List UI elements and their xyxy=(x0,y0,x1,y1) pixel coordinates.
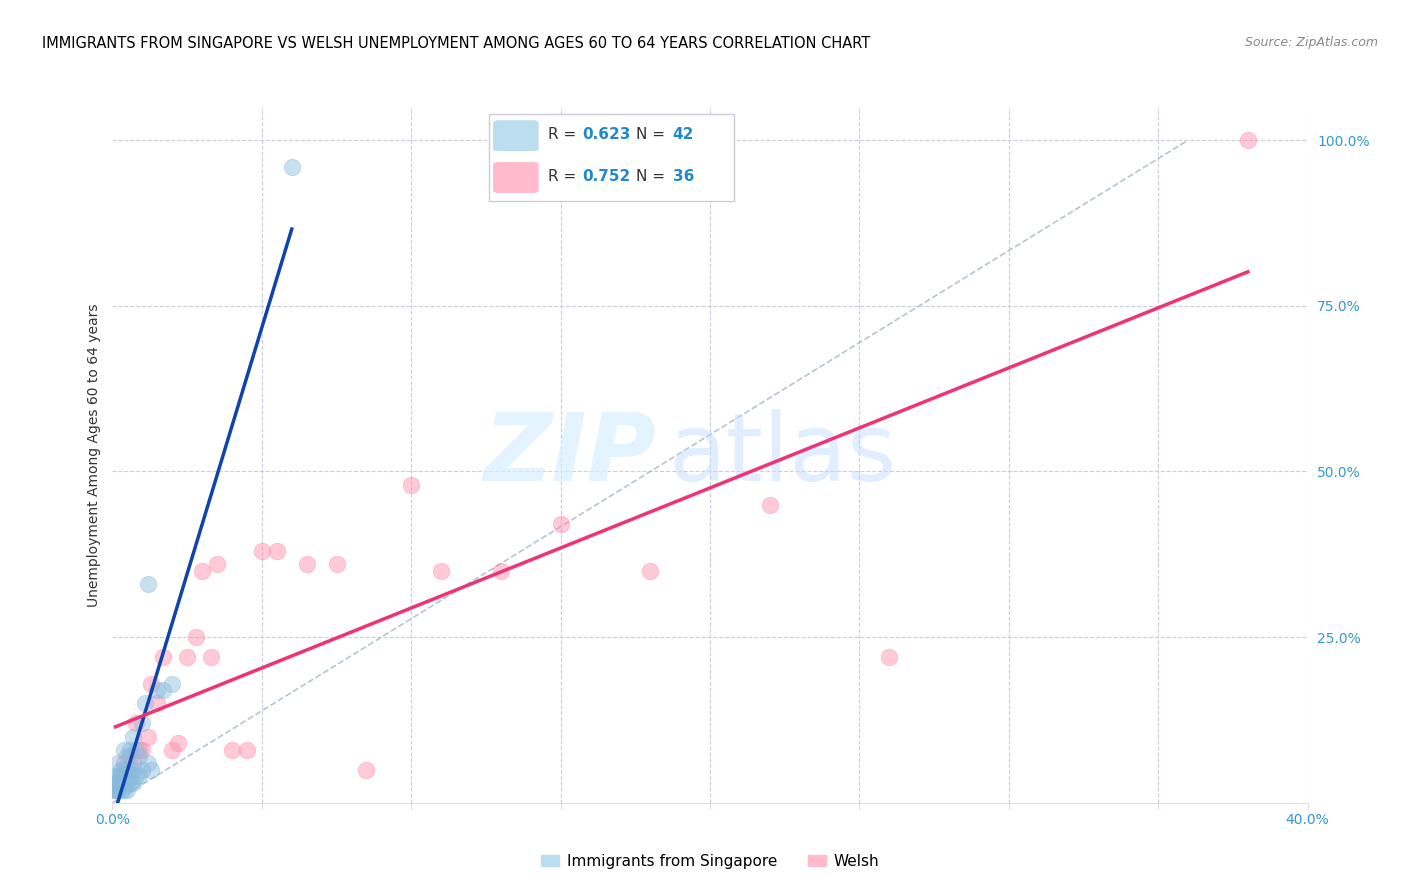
Point xyxy=(236,743,259,757)
Point xyxy=(114,782,135,797)
Point xyxy=(550,517,572,532)
Point xyxy=(191,564,214,578)
Point xyxy=(152,683,174,698)
Point xyxy=(104,782,127,797)
Point xyxy=(107,756,129,770)
Point xyxy=(266,544,288,558)
Point xyxy=(325,558,347,572)
Point xyxy=(131,716,153,731)
Point xyxy=(146,683,169,698)
Point xyxy=(122,776,145,790)
Point xyxy=(120,776,142,790)
Text: Source: ZipAtlas.com: Source: ZipAtlas.com xyxy=(1244,36,1378,49)
Point xyxy=(221,743,243,757)
Point xyxy=(176,650,198,665)
Point xyxy=(146,697,169,711)
Point xyxy=(122,730,145,744)
Point xyxy=(117,763,139,777)
Point xyxy=(122,756,145,770)
Point xyxy=(114,743,135,757)
Point xyxy=(186,630,208,644)
Point xyxy=(110,769,132,783)
Point xyxy=(356,763,378,777)
Point xyxy=(120,743,142,757)
Point xyxy=(138,756,160,770)
Point xyxy=(105,776,128,790)
Point xyxy=(295,558,318,572)
Point xyxy=(162,676,183,690)
Point xyxy=(125,769,148,783)
Point xyxy=(141,676,163,690)
Point xyxy=(122,763,145,777)
Point xyxy=(138,730,160,744)
Point xyxy=(117,776,139,790)
Point xyxy=(110,776,132,790)
Text: ZIP: ZIP xyxy=(484,409,657,501)
Point xyxy=(107,769,129,783)
Point xyxy=(120,749,142,764)
Point xyxy=(640,564,662,578)
Point xyxy=(162,743,183,757)
Y-axis label: Unemployment Among Ages 60 to 64 years: Unemployment Among Ages 60 to 64 years xyxy=(87,303,101,607)
Point xyxy=(401,477,423,491)
Point xyxy=(128,769,150,783)
Point xyxy=(141,763,163,777)
Point xyxy=(110,763,132,777)
Point xyxy=(120,763,142,777)
Point xyxy=(110,782,132,797)
Point xyxy=(430,564,453,578)
Point xyxy=(205,558,228,572)
Point xyxy=(104,769,127,783)
Point xyxy=(131,763,153,777)
Text: atlas: atlas xyxy=(668,409,897,501)
Point xyxy=(114,756,135,770)
Text: IMMIGRANTS FROM SINGAPORE VS WELSH UNEMPLOYMENT AMONG AGES 60 TO 64 YEARS CORREL: IMMIGRANTS FROM SINGAPORE VS WELSH UNEMP… xyxy=(42,36,870,51)
Point xyxy=(117,782,139,797)
Point xyxy=(128,749,150,764)
Point xyxy=(200,650,222,665)
Point xyxy=(107,782,129,797)
Point xyxy=(105,782,128,797)
Point xyxy=(114,763,135,777)
Point xyxy=(281,160,304,174)
Point xyxy=(489,564,512,578)
Point xyxy=(1237,133,1260,147)
Point xyxy=(117,749,139,764)
Point xyxy=(107,776,129,790)
Point xyxy=(167,736,190,750)
Point xyxy=(103,782,125,797)
Point xyxy=(107,776,129,790)
Point xyxy=(250,544,273,558)
Point xyxy=(131,743,153,757)
Point xyxy=(759,498,782,512)
Point xyxy=(104,782,127,797)
Point xyxy=(117,763,139,777)
Point xyxy=(128,743,150,757)
Point xyxy=(110,769,132,783)
Point xyxy=(879,650,901,665)
Point xyxy=(114,776,135,790)
Point xyxy=(152,650,174,665)
Point xyxy=(125,716,148,731)
Point xyxy=(125,743,148,757)
Point xyxy=(104,776,127,790)
Point xyxy=(134,697,156,711)
Point xyxy=(138,577,160,591)
Legend: Immigrants from Singapore, Welsh: Immigrants from Singapore, Welsh xyxy=(534,848,886,875)
